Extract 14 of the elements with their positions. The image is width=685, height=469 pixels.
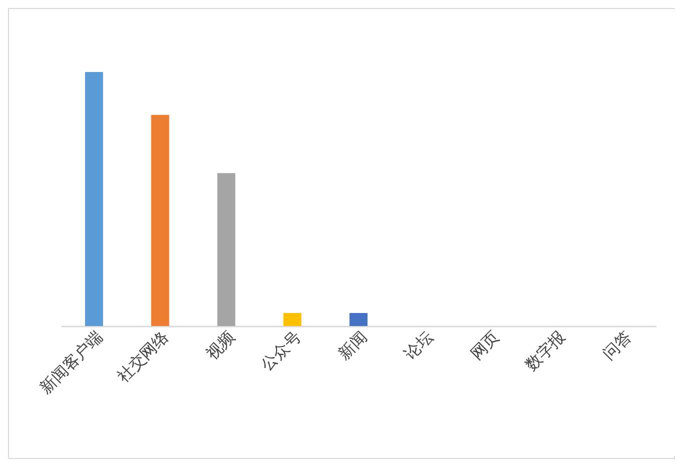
bar xyxy=(350,313,368,326)
bar xyxy=(217,173,236,326)
x-tick-label: 视频 xyxy=(202,327,238,364)
x-tick-label: 新闻 xyxy=(334,327,371,364)
x-tick-label: 数字报 xyxy=(521,327,569,374)
bar xyxy=(85,72,104,326)
x-tick-label: 社交网络 xyxy=(114,327,172,386)
x-tick-label: 新闻客户端 xyxy=(36,327,106,398)
x-tick-label: 问答 xyxy=(598,327,635,364)
x-tick-label: 网页 xyxy=(466,327,503,364)
bar xyxy=(283,313,302,326)
x-tick-label: 公众号 xyxy=(257,327,304,374)
x-tick-label: 论坛 xyxy=(400,327,437,364)
bar xyxy=(151,114,170,326)
